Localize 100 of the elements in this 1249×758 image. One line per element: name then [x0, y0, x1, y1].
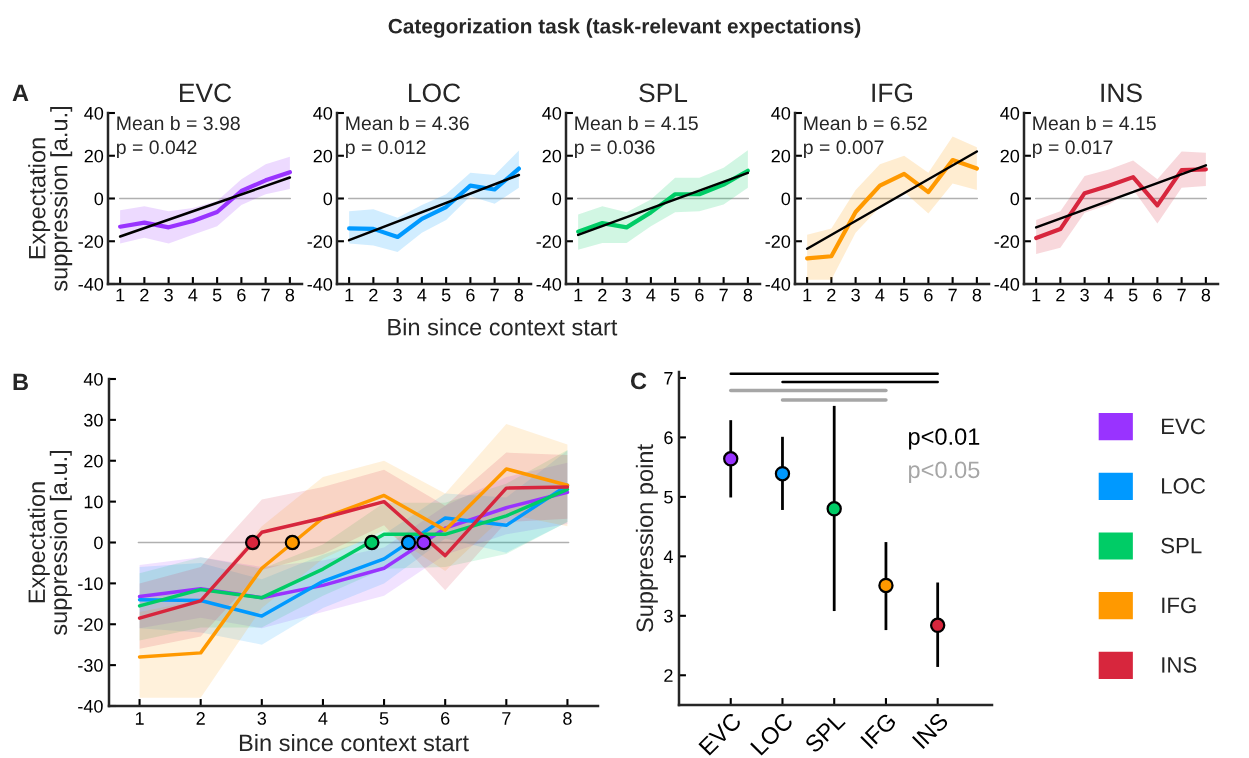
x-tick-label: 1	[135, 712, 144, 725]
x-tick-label: 8	[1201, 288, 1211, 302]
y-axis-title: Expectation suppression [a.u.]	[28, 106, 73, 292]
x-tick-label: 6	[441, 712, 450, 725]
x-tick-label: 5	[441, 288, 451, 302]
x-tick-label: 6	[1153, 288, 1162, 302]
x-tick-label: 7	[490, 288, 499, 302]
legend-label: LOC	[1162, 478, 1206, 494]
y-tick-label: -40	[307, 277, 333, 291]
y-tick-label: 40	[83, 372, 103, 386]
y-tick-label: 3	[664, 609, 673, 623]
x-tick-label: 7	[719, 288, 728, 302]
y-tick-label: -40	[994, 277, 1020, 291]
annotation: Mean b = 4.15	[575, 115, 698, 131]
y-tick-label: -40	[765, 277, 791, 291]
x-tick-label: 8	[514, 288, 524, 302]
y-tick-label: 20	[1000, 149, 1020, 163]
y-tick-label: 4	[663, 550, 673, 563]
x-tick-label: 4	[875, 288, 885, 302]
y-tick-label: 40	[84, 106, 104, 120]
annotation: Mean b = 3.98	[117, 115, 240, 131]
x-tick-label: INS	[911, 711, 950, 750]
text: A	[12, 84, 29, 102]
x-tick-label: 7	[1177, 288, 1186, 302]
y-tick-label: 20	[84, 149, 104, 163]
y-tick-label: 10	[84, 495, 103, 509]
x-tick-label: 2	[140, 288, 149, 302]
y-tick-label: 0	[1010, 192, 1020, 206]
y-tick-label: -40	[78, 699, 103, 713]
annotation: Mean b = 4.36	[346, 115, 469, 131]
y-tick-label: 0	[552, 192, 562, 206]
chart-title: LOC	[409, 83, 461, 103]
y-tick-label: 0	[781, 192, 791, 206]
x-tick-label: 8	[972, 288, 982, 302]
x-tick-label: 8	[285, 288, 295, 302]
x-tick-label: 2	[827, 288, 836, 302]
x-tick-label: 5	[899, 288, 909, 302]
x-tick-label: 5	[212, 288, 222, 302]
text: Categorization task (task-relevant expectations)	[388, 18, 861, 38]
y-tick-label: 20	[542, 149, 562, 163]
x-tick-label: 2	[196, 712, 205, 725]
y-tick-label: -10	[78, 577, 103, 591]
x-tick-label: 6	[695, 288, 704, 302]
y-tick-label: -20	[765, 235, 791, 248]
legend-label: EVC	[1162, 418, 1206, 435]
y-tick-label: -20	[536, 235, 562, 248]
y-tick-label: 30	[84, 413, 103, 427]
y-tick-label: 7	[664, 372, 673, 385]
y-tick-label: 2	[664, 669, 673, 682]
text: C	[630, 372, 647, 390]
x-tick-label: 5	[379, 712, 389, 725]
legend-label: SPL	[1161, 537, 1202, 554]
x-tick-label: 7	[261, 288, 270, 302]
legend-label: INS	[1162, 657, 1197, 673]
y-tick-label: 0	[94, 192, 104, 206]
x-tick-label: 6	[237, 288, 246, 302]
x-tick-label: 1	[345, 288, 354, 302]
chart-title: SPL	[639, 83, 688, 103]
annotation: p = 0.012	[346, 140, 426, 158]
x-tick-label: 7	[502, 712, 511, 725]
x-tick-label: 6	[924, 288, 933, 302]
annotation: p = 0.036	[575, 140, 655, 158]
x-tick-label: 4	[417, 288, 427, 302]
annotation: p = 0.042	[117, 140, 197, 158]
x-tick-label: 4	[646, 288, 656, 302]
x-tick-label: 2	[598, 288, 607, 302]
y-tick-label: 40	[771, 106, 791, 120]
x-tick-label: 1	[116, 288, 125, 302]
chart-title: INS	[1101, 83, 1142, 103]
y-tick-label: 0	[323, 192, 333, 206]
y-axis-title: Expectation suppression [a.u.]	[27, 450, 72, 636]
x-tick-label: 2	[369, 288, 378, 302]
x-axis-title: Bin since context start	[239, 733, 469, 752]
chart-title: EVC	[180, 83, 232, 103]
y-tick-label: 5	[664, 491, 673, 504]
x-tick-label: SPL	[803, 711, 846, 754]
y-tick-label: -30	[78, 659, 103, 672]
y-tick-label: -20	[78, 235, 104, 248]
y-tick-label: -40	[536, 277, 562, 291]
text: B	[13, 373, 28, 391]
line-series	[118, 170, 292, 230]
y-tick-label: 40	[542, 106, 562, 120]
x-tick-label: 3	[393, 288, 402, 302]
x-tick-label: 3	[851, 288, 860, 302]
y-tick-label: 40	[1000, 106, 1020, 120]
line-series	[805, 157, 979, 261]
y-axis-title: Suppression point	[635, 444, 658, 632]
annotation: Mean b = 4.15	[1033, 115, 1156, 131]
annotation: p = 0.017	[1033, 140, 1113, 158]
y-tick-label: 20	[313, 149, 333, 163]
x-tick-label: 1	[574, 288, 583, 302]
x-tick-label: 3	[622, 288, 631, 302]
y-tick-label: 20	[771, 149, 791, 163]
x-tick-label: 5	[1128, 288, 1138, 302]
y-tick-label: 6	[664, 431, 673, 445]
x-tick-label: IFG	[860, 712, 897, 750]
x-tick-label: 7	[948, 288, 957, 302]
annotation: p<0.01	[909, 428, 980, 450]
x-tick-label: 3	[164, 288, 173, 302]
line-series	[1034, 167, 1208, 241]
